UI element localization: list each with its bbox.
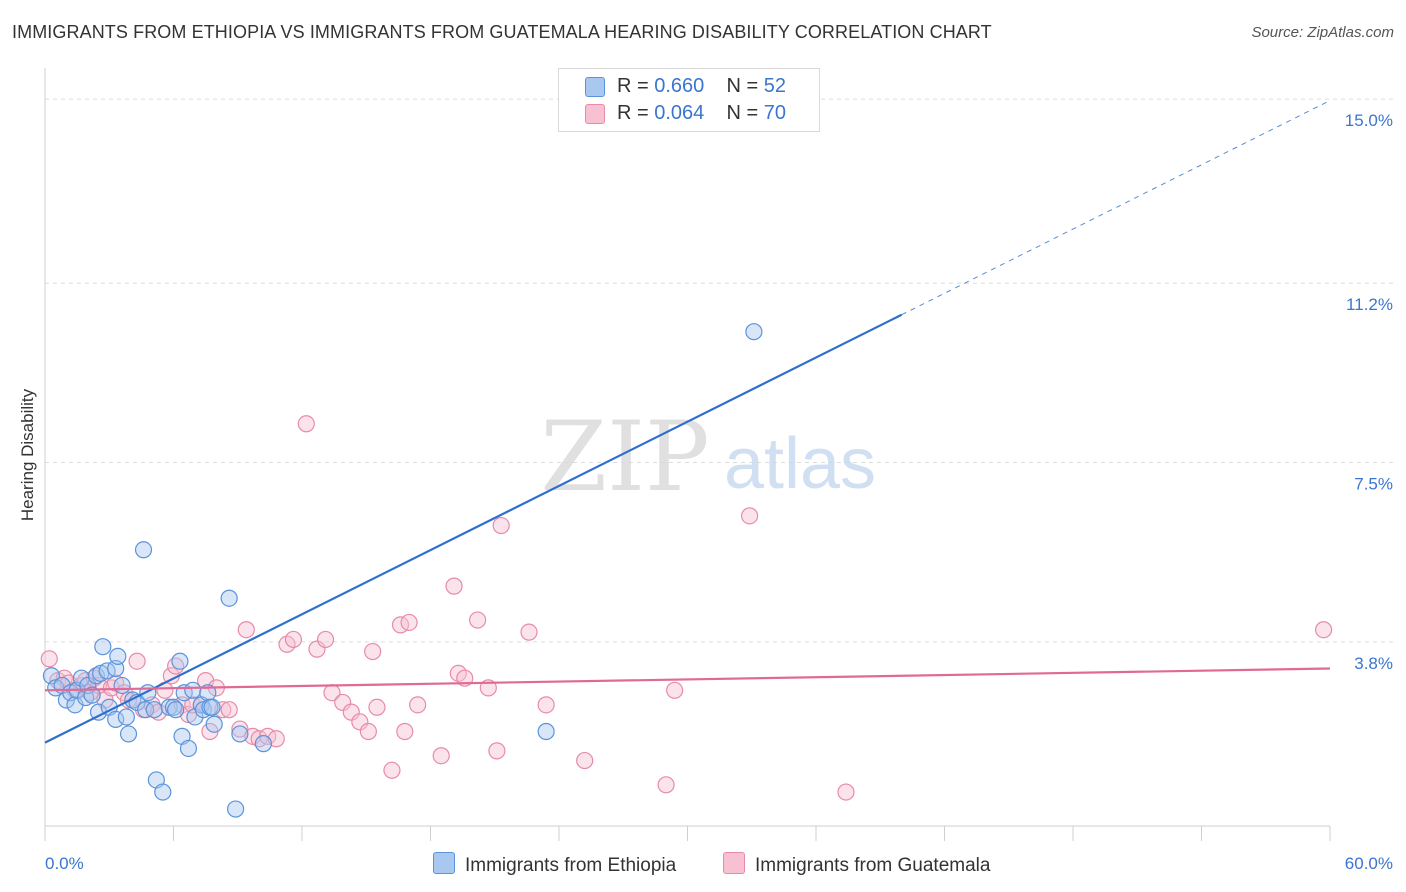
ethiopia-points bbox=[42, 323, 763, 818]
guatemala-n-label: N = bbox=[726, 102, 759, 124]
ethiopia-point bbox=[220, 589, 238, 607]
ethiopia-point bbox=[231, 725, 249, 743]
guatemala-point bbox=[837, 783, 855, 801]
ethiopia-point bbox=[179, 739, 198, 758]
ethiopia-r-label: R = bbox=[617, 75, 649, 97]
guatemala-point bbox=[297, 415, 315, 433]
guatemala-point bbox=[351, 713, 369, 731]
ethiopia-point bbox=[184, 681, 202, 699]
ethiopia-point bbox=[119, 725, 138, 743]
ethiopia-point bbox=[254, 735, 273, 753]
ethiopia-point bbox=[745, 323, 763, 341]
guatemala-trendline bbox=[44, 667, 1331, 692]
ethiopia-point bbox=[203, 698, 221, 716]
guatemala-point bbox=[383, 761, 401, 779]
guatemala-point bbox=[400, 613, 418, 632]
bottom-legend-guatemala: Immigrants from Guatemala bbox=[723, 852, 990, 877]
guatemala-point bbox=[488, 742, 506, 760]
y-tick-labels: 3.8% 7.5% 11.2% 15.0% bbox=[1345, 111, 1393, 673]
guatemala-point bbox=[334, 693, 352, 712]
guatemala-point bbox=[576, 751, 594, 770]
guatemala-swatch bbox=[585, 104, 605, 124]
y-tick-label: 15.0% bbox=[1345, 111, 1393, 130]
guatemala-legend-swatch bbox=[723, 852, 745, 874]
guatemala-point bbox=[537, 696, 555, 714]
ethiopia-point bbox=[139, 684, 157, 702]
guatemala-point bbox=[520, 623, 538, 641]
guatemala-point bbox=[284, 630, 303, 649]
guatemala-point bbox=[220, 701, 238, 719]
guatemala-point bbox=[741, 507, 759, 525]
axes bbox=[44, 68, 1331, 841]
y-axis-label: Hearing Disability bbox=[18, 388, 37, 522]
guatemala-point bbox=[316, 630, 335, 649]
ethiopia-r-value: 0.660 bbox=[654, 75, 705, 97]
ethiopia-point bbox=[537, 722, 555, 741]
guatemala-point bbox=[364, 642, 382, 661]
ethiopia-point bbox=[227, 800, 245, 818]
guatemala-legend-label: Immigrants from Guatemala bbox=[755, 855, 991, 876]
watermark: ZIP atlas bbox=[540, 401, 876, 513]
guatemala-point bbox=[231, 720, 249, 738]
ethiopia-point bbox=[117, 708, 135, 726]
ethiopia-trendline-extension bbox=[901, 100, 1331, 316]
guatemala-point bbox=[396, 722, 414, 741]
ethiopia-legend-swatch bbox=[433, 852, 455, 874]
guatemala-point bbox=[492, 516, 510, 535]
ethiopia-point bbox=[145, 701, 163, 719]
ethiopia-point bbox=[94, 638, 112, 656]
ethiopia-point bbox=[171, 652, 189, 670]
trendlines bbox=[44, 100, 1331, 744]
x-tick-label-min: 0.0% bbox=[45, 854, 84, 873]
guatemala-point bbox=[214, 701, 232, 719]
guatemala-point bbox=[308, 640, 326, 658]
guatemala-point bbox=[267, 730, 285, 748]
guatemala-point bbox=[359, 722, 377, 741]
ethiopia-n-value: 52 bbox=[763, 75, 787, 97]
guatemala-point bbox=[368, 698, 386, 716]
guatemala-point bbox=[432, 747, 450, 765]
guatemala-point bbox=[409, 696, 427, 714]
guatemala-point bbox=[128, 652, 146, 670]
y-tick-label: 3.8% bbox=[1354, 654, 1393, 673]
guatemala-point bbox=[445, 577, 463, 595]
guatemala-point bbox=[237, 621, 255, 639]
ethiopia-legend-label: Immigrants from Ethiopia bbox=[465, 855, 677, 876]
guatemala-point bbox=[40, 650, 58, 668]
ethiopia-point bbox=[205, 715, 223, 733]
guatemala-point bbox=[666, 681, 684, 699]
guatemala-point bbox=[469, 611, 487, 629]
ethiopia-point bbox=[107, 710, 125, 728]
x-tick-labels: 0.0% 60.0% bbox=[45, 854, 1393, 873]
x-tick-label-max: 60.0% bbox=[1345, 854, 1393, 873]
guatemala-n-value: 70 bbox=[763, 102, 787, 124]
guatemala-point bbox=[657, 776, 675, 794]
source-label: Source: ZipAtlas.com bbox=[1251, 24, 1394, 41]
ethiopia-point bbox=[83, 686, 101, 704]
ethiopia-point bbox=[164, 698, 183, 716]
ethiopia-trendline bbox=[44, 313, 903, 744]
correlation-legend: R = 0.660 N = 52 R = 0.064 N = 70 bbox=[558, 68, 820, 132]
gridlines bbox=[45, 98, 1395, 643]
chart-title: IMMIGRANTS FROM ETHIOPIA VS IMMIGRANTS F… bbox=[12, 22, 992, 42]
ethiopia-swatch bbox=[585, 77, 605, 97]
ethiopia-point bbox=[113, 676, 131, 695]
watermark-zip: ZIP bbox=[540, 401, 709, 513]
guatemala-point bbox=[1314, 621, 1333, 639]
y-tick-label: 11.2% bbox=[1346, 295, 1393, 314]
guatemala-r-value: 0.064 bbox=[654, 102, 705, 124]
bottom-legend-ethiopia: Immigrants from Ethiopia bbox=[433, 852, 676, 877]
ethiopia-point bbox=[154, 783, 172, 801]
guatemala-point bbox=[342, 703, 360, 721]
guatemala-r-label: R = bbox=[617, 102, 649, 124]
ethiopia-n-label: N = bbox=[726, 75, 759, 97]
ethiopia-point bbox=[134, 541, 153, 559]
ethiopia-point bbox=[109, 647, 127, 665]
y-tick-label: 7.5% bbox=[1354, 475, 1393, 494]
watermark-atlas: atlas bbox=[724, 424, 876, 504]
ethiopia-point bbox=[167, 701, 185, 719]
